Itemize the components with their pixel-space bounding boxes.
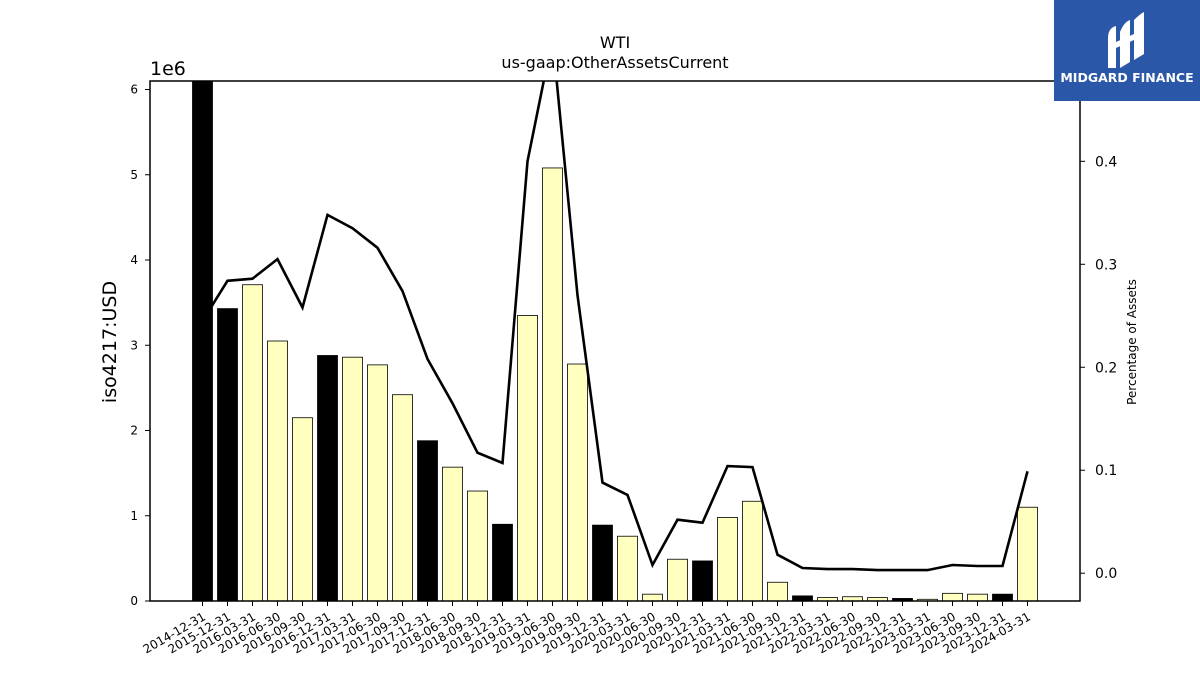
bar [492,523,513,602]
bar [967,593,988,602]
chart-subtitle: us-gaap:OtherAssetsCurrent [501,53,728,72]
chart-title: WTI [600,33,630,52]
bar [367,364,388,602]
bar [192,80,213,602]
y-tick-label: 6 [130,83,138,97]
bar [517,315,538,602]
bar [217,308,238,602]
bar [542,167,563,602]
bar [767,581,788,602]
bar [417,440,438,602]
bar [317,355,338,602]
bar [567,363,588,602]
bar [992,593,1013,602]
bar [442,466,463,602]
y2-tick-label: 0.4 [1095,154,1117,170]
logo-text: MIDGARD FINANCE [1060,70,1194,85]
bar [617,535,638,602]
bar [242,284,263,602]
bar [267,340,288,602]
y-axis-label: iso4217:USD [99,281,121,403]
midgard-logo-icon [1108,12,1144,68]
bar [717,517,738,602]
bar [667,558,688,602]
y-tick-label: 4 [130,253,138,267]
bar [342,356,363,602]
bar [1017,506,1038,602]
bar [742,500,763,602]
midgard-finance-logo: MIDGARD FINANCE [1054,0,1200,101]
bar [942,592,963,602]
y2-tick-label: 0.0 [1095,566,1117,582]
y-tick-label: 3 [130,338,138,352]
y2-tick-label: 0.3 [1095,257,1117,273]
bar [292,417,313,602]
y2-tick-label: 0.1 [1095,463,1117,479]
y-tick-label: 0 [130,594,138,608]
bar [392,394,413,602]
y-tick-label: 2 [130,424,138,438]
plot-frame [149,80,1081,602]
y-tick-label: 5 [130,168,138,182]
y-tick-label: 1 [130,509,138,523]
bar [642,593,663,602]
y2-axis-label: Percentage of Assets [1125,279,1139,405]
y-offset-label: 1e6 [150,58,186,80]
percentage-line [201,81,1029,572]
bar [692,560,713,602]
y2-tick-label: 0.2 [1095,360,1117,376]
bar [792,595,813,602]
bar [592,524,613,602]
bar [467,490,488,602]
